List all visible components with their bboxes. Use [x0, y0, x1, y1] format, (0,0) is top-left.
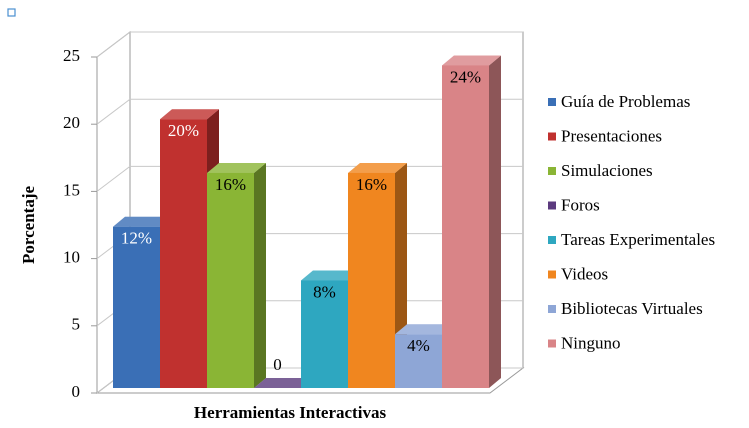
bar-top-shade: [160, 109, 219, 120]
bar-top: [442, 55, 501, 66]
value-label: 16%: [356, 175, 387, 194]
bar-side: [489, 55, 501, 388]
y-tick-label: 15: [63, 180, 80, 199]
bar-top-shade: [207, 162, 266, 173]
y-axis-label: Porcentaje: [19, 186, 38, 264]
bar: [301, 280, 348, 388]
y-tick-label: 10: [63, 248, 80, 267]
value-label: 20%: [168, 121, 199, 140]
bar-top-shade: [301, 270, 360, 281]
legend-label: Presentaciones: [561, 126, 662, 145]
bar-side-shade: [489, 55, 501, 388]
bar: [207, 172, 254, 388]
grid-line: [96, 31, 131, 58]
bar-side: [254, 162, 266, 388]
legend-label: Simulaciones: [561, 161, 653, 180]
bar-top: [254, 378, 313, 388]
y-tick-label: 0: [72, 382, 81, 401]
bar: [442, 65, 489, 388]
grid-line: [96, 166, 131, 192]
legend-swatch: [548, 201, 556, 210]
bar-top-shade: [442, 55, 501, 66]
y-tick-label: 20: [63, 113, 80, 132]
corner-icon: [7, 8, 16, 17]
bar-top: [348, 162, 407, 173]
grid-line: [96, 98, 131, 125]
bar-top: [207, 162, 266, 173]
bar: [113, 226, 160, 388]
legend-label: Ninguno: [561, 333, 621, 352]
value-label: 16%: [215, 175, 246, 194]
value-label: 24%: [450, 67, 481, 86]
legend-label: Tareas Experimentales: [561, 230, 715, 249]
bar: [348, 172, 395, 388]
y-tick-label: 5: [72, 315, 81, 334]
legend-swatch: [548, 305, 556, 313]
legend-swatch: [548, 339, 556, 348]
bar-top-shade: [348, 162, 407, 173]
bar: [160, 119, 207, 388]
legend-label: Foros: [561, 195, 600, 214]
value-label: 8%: [313, 282, 336, 301]
bar-top: [395, 324, 454, 335]
y-tick-label: 25: [63, 46, 80, 65]
legend-label: Bibliotecas Virtuales: [561, 299, 703, 318]
legend-swatch: [548, 270, 556, 279]
legend-swatch: [548, 98, 556, 106]
value-label: 4%: [407, 336, 430, 355]
legend-label: Guía de Problemas: [561, 92, 690, 111]
bar-top: [160, 109, 219, 120]
value-label: 0: [273, 355, 282, 374]
legend-swatch: [548, 167, 556, 175]
legend-label: Videos: [561, 264, 608, 283]
value-label: 12%: [121, 229, 152, 248]
x-axis-label: Herramientas Interactivas: [194, 403, 387, 422]
legend-swatch: [548, 236, 556, 244]
legend-swatch: [548, 132, 556, 141]
bar-side-shade: [254, 162, 266, 388]
bar: [395, 334, 442, 388]
bar-top-shade: [254, 378, 313, 388]
bar-top-shade: [113, 216, 172, 227]
bar-top: [113, 216, 172, 227]
bar-top: [301, 270, 360, 281]
bar-top-shade: [395, 324, 454, 335]
